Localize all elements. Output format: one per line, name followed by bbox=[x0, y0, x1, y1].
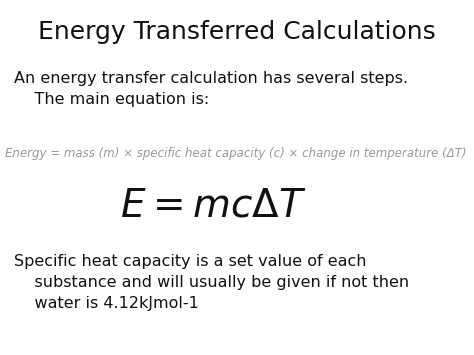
Text: Specific heat capacity is a set value of each
    substance and will usually be : Specific heat capacity is a set value of… bbox=[14, 254, 410, 311]
Text: Energy = mass (m) × specific heat capacity (c) × change in temperature (ΔT): Energy = mass (m) × specific heat capaci… bbox=[5, 147, 466, 160]
Text: An energy transfer calculation has several steps.
    The main equation is:: An energy transfer calculation has sever… bbox=[14, 71, 408, 107]
Text: Energy Transferred Calculations: Energy Transferred Calculations bbox=[38, 20, 436, 44]
Text: $E = mc\Delta T$: $E = mc\Delta T$ bbox=[120, 186, 307, 224]
